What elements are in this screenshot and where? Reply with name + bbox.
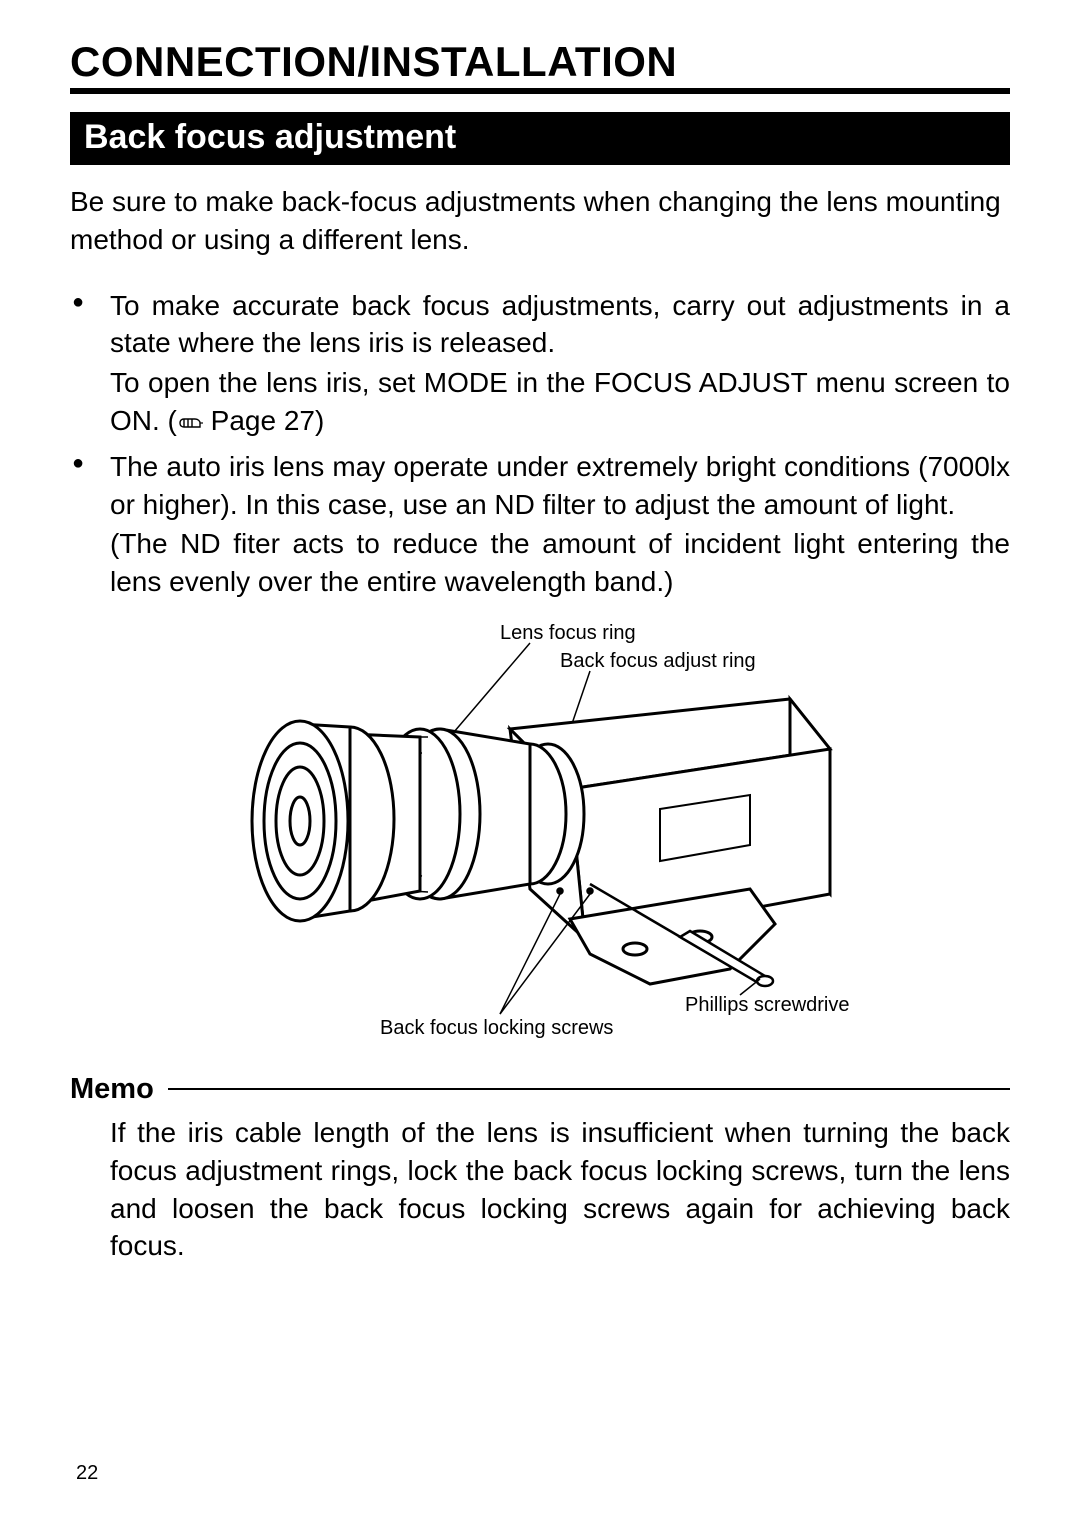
bullet-text: To make accurate back focus adjustments,…: [110, 290, 1010, 359]
bullet-list: To make accurate back focus adjustments,…: [70, 287, 1010, 601]
diagram-label-locking-screws: Back focus locking screws: [380, 1017, 613, 1039]
diagram-label-phillips-screwdriver: Phillips screwdriver: [685, 994, 850, 1016]
bullet-text: The auto iris lens may operate under ext…: [110, 451, 1010, 520]
bullet-item: The auto iris lens may operate under ext…: [110, 448, 1010, 601]
diagram-label-lens-focus-ring: Lens focus ring: [500, 622, 636, 644]
diagram-container: Lens focus ring Back focus adjust ring: [70, 619, 1010, 1049]
bullet-item: To make accurate back focus adjustments,…: [110, 287, 1010, 442]
page-reference: Page 27): [203, 405, 324, 436]
manual-page: CONNECTION/INSTALLATION Back focus adjus…: [0, 0, 1080, 1521]
section-heading: Back focus adjustment: [70, 112, 1010, 165]
bullet-subparagraph: (The ND fiter acts to reduce the amount …: [110, 525, 1010, 601]
page-number: 22: [76, 1462, 98, 1485]
hand-pointer-icon: [177, 404, 203, 442]
page-heading: CONNECTION/INSTALLATION: [70, 38, 1010, 94]
intro-paragraph: Be sure to make back-focus adjustments w…: [70, 183, 1010, 259]
memo-header: Memo: [70, 1073, 1010, 1106]
diagram-label-back-focus-adjust-ring: Back focus adjust ring: [560, 650, 756, 672]
memo-rule: [168, 1088, 1010, 1090]
bullet-subparagraph: To open the lens iris, set MODE in the F…: [110, 364, 1010, 442]
camera-diagram: Lens focus ring Back focus adjust ring: [230, 619, 850, 1049]
memo-title: Memo: [70, 1073, 154, 1106]
memo-body: If the iris cable length of the lens is …: [70, 1114, 1010, 1265]
